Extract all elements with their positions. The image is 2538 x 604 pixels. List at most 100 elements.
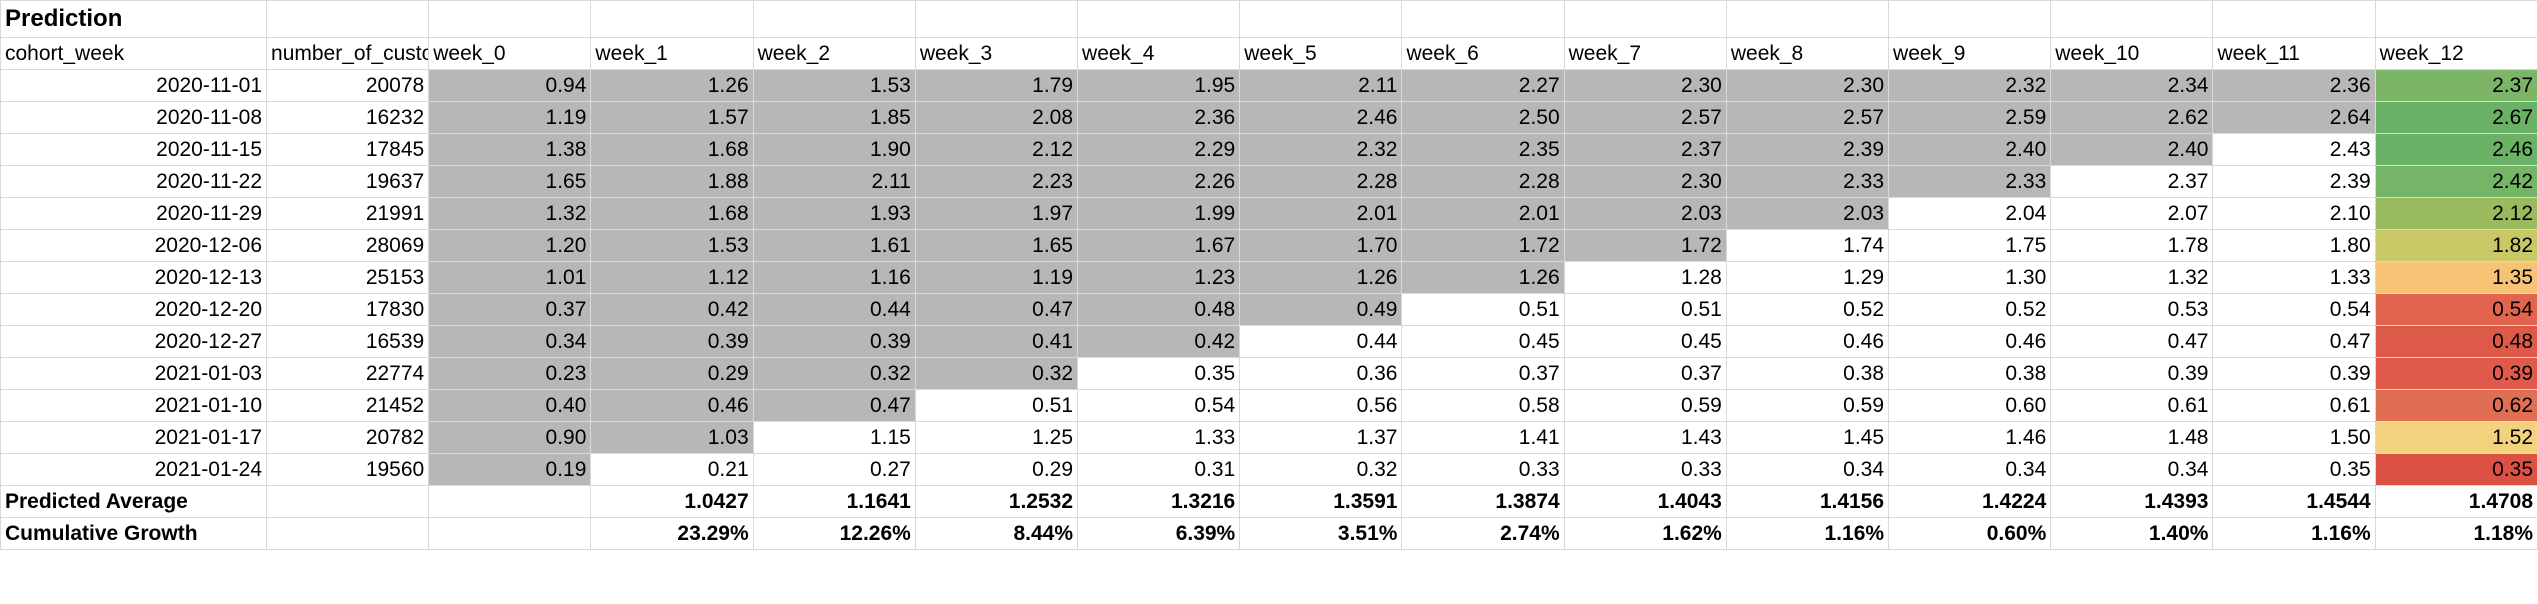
cohort-week-cell[interactable]: 2020-11-15	[0, 133, 268, 166]
empty-cell[interactable]	[2212, 0, 2376, 38]
week-value-cell[interactable]: 2.62	[2050, 101, 2214, 134]
week-value-cell[interactable]: 0.36	[1239, 357, 1403, 390]
week-value-cell[interactable]: 1.03	[590, 421, 754, 454]
customer-count-cell[interactable]: 17845	[266, 133, 430, 166]
cohort-week-cell[interactable]: 2020-11-29	[0, 197, 268, 230]
summary-value-cell[interactable]: 0.60%	[1888, 517, 2052, 550]
week-value-cell[interactable]: 2.07	[2050, 197, 2214, 230]
week-value-cell[interactable]: 1.72	[1401, 229, 1565, 262]
week-value-cell[interactable]: 1.82	[2374, 229, 2538, 262]
week-value-cell[interactable]: 1.01	[428, 261, 592, 294]
week-value-cell[interactable]: 0.51	[1563, 293, 1727, 326]
week-value-cell[interactable]: 1.97	[914, 197, 1079, 230]
week-value-cell[interactable]: 1.57	[590, 101, 754, 134]
empty-cell[interactable]	[914, 0, 1079, 38]
customer-count-cell[interactable]: 22774	[266, 357, 430, 390]
week-value-cell[interactable]: 0.29	[914, 453, 1079, 486]
empty-cell[interactable]	[1563, 0, 1727, 38]
empty-cell[interactable]	[2374, 0, 2538, 38]
week-value-cell[interactable]: 2.37	[2050, 165, 2214, 198]
week-value-cell[interactable]: 2.36	[2212, 69, 2376, 102]
week-value-cell[interactable]: 2.10	[2212, 197, 2376, 230]
week-value-cell[interactable]: 1.37	[1239, 421, 1403, 454]
week-value-cell[interactable]: 2.27	[1401, 69, 1565, 102]
week-value-cell[interactable]: 0.35	[1077, 357, 1241, 390]
customer-count-cell[interactable]: 16232	[266, 101, 430, 134]
summary-value-cell[interactable]: 2.74%	[1401, 517, 1565, 550]
customer-count-cell[interactable]: 16539	[266, 325, 430, 358]
week-value-cell[interactable]: 1.79	[914, 69, 1079, 102]
week-value-cell[interactable]: 0.51	[1401, 293, 1565, 326]
customer-count-cell[interactable]: 19560	[266, 453, 430, 486]
week-value-cell[interactable]: 2.37	[2374, 69, 2538, 102]
customer-count-cell[interactable]: 25153	[266, 261, 430, 294]
week-value-cell[interactable]: 0.61	[2050, 389, 2214, 422]
week-value-cell[interactable]: 0.39	[752, 325, 916, 358]
cohort-week-cell[interactable]: 2020-12-20	[0, 293, 268, 326]
week-value-cell[interactable]: 1.88	[590, 165, 754, 198]
week-value-cell[interactable]: 0.31	[1077, 453, 1241, 486]
week-value-cell[interactable]: 2.64	[2212, 101, 2376, 134]
column-header[interactable]: week_0	[428, 37, 592, 70]
column-header[interactable]: week_3	[914, 37, 1079, 70]
week-value-cell[interactable]: 0.47	[2050, 325, 2214, 358]
week-value-cell[interactable]: 1.68	[590, 133, 754, 166]
week-value-cell[interactable]: 0.90	[428, 421, 592, 454]
cohort-week-cell[interactable]: 2021-01-17	[0, 421, 268, 454]
week-value-cell[interactable]: 1.33	[1077, 421, 1241, 454]
week-value-cell[interactable]: 1.32	[2050, 261, 2214, 294]
summary-label[interactable]: Predicted Average	[0, 485, 268, 518]
cohort-week-cell[interactable]: 2020-12-13	[0, 261, 268, 294]
week-value-cell[interactable]: 2.46	[1239, 101, 1403, 134]
column-header[interactable]: cohort_week	[0, 37, 268, 70]
cohort-week-cell[interactable]: 2020-11-01	[0, 69, 268, 102]
week-value-cell[interactable]: 1.41	[1401, 421, 1565, 454]
week-value-cell[interactable]: 0.32	[752, 357, 916, 390]
week-value-cell[interactable]: 1.65	[914, 229, 1079, 262]
week-value-cell[interactable]: 0.32	[1239, 453, 1403, 486]
week-value-cell[interactable]: 0.47	[752, 389, 916, 422]
week-value-cell[interactable]: 1.38	[428, 133, 592, 166]
week-value-cell[interactable]: 0.44	[752, 293, 916, 326]
week-value-cell[interactable]: 2.57	[1725, 101, 1890, 134]
cohort-week-cell[interactable]: 2020-11-22	[0, 165, 268, 198]
week-value-cell[interactable]: 1.53	[590, 229, 754, 262]
column-header[interactable]: week_6	[1401, 37, 1565, 70]
week-value-cell[interactable]: 2.26	[1077, 165, 1241, 198]
week-value-cell[interactable]: 0.54	[1077, 389, 1241, 422]
empty-cell[interactable]	[1888, 0, 2052, 38]
week-value-cell[interactable]: 2.28	[1239, 165, 1403, 198]
week-value-cell[interactable]: 2.46	[2374, 133, 2538, 166]
week-value-cell[interactable]: 1.53	[752, 69, 916, 102]
week-value-cell[interactable]: 0.39	[2050, 357, 2214, 390]
week-value-cell[interactable]: 0.59	[1563, 389, 1727, 422]
summary-value-cell[interactable]: 23.29%	[590, 517, 754, 550]
empty-cell[interactable]	[1725, 0, 1890, 38]
week-value-cell[interactable]: 0.37	[1563, 357, 1727, 390]
week-value-cell[interactable]: 0.41	[914, 325, 1079, 358]
summary-value-cell[interactable]: 1.3874	[1401, 485, 1565, 518]
week-value-cell[interactable]: 0.60	[1888, 389, 2052, 422]
week-value-cell[interactable]: 0.34	[2050, 453, 2214, 486]
customer-count-cell[interactable]: 21452	[266, 389, 430, 422]
week-value-cell[interactable]: 0.35	[2374, 453, 2538, 486]
week-value-cell[interactable]: 0.47	[914, 293, 1079, 326]
week-value-cell[interactable]: 1.46	[1888, 421, 2052, 454]
column-header[interactable]: week_1	[590, 37, 754, 70]
week-value-cell[interactable]: 1.15	[752, 421, 916, 454]
cohort-week-cell[interactable]: 2021-01-03	[0, 357, 268, 390]
week-value-cell[interactable]: 1.99	[1077, 197, 1241, 230]
week-value-cell[interactable]: 2.67	[2374, 101, 2538, 134]
week-value-cell[interactable]: 1.65	[428, 165, 592, 198]
week-value-cell[interactable]: 2.04	[1888, 197, 2052, 230]
summary-value-cell[interactable]: 1.4544	[2212, 485, 2376, 518]
summary-value-cell[interactable]: 1.62%	[1563, 517, 1727, 550]
empty-cell[interactable]	[266, 485, 430, 518]
week-value-cell[interactable]: 0.54	[2212, 293, 2376, 326]
week-value-cell[interactable]: 1.25	[914, 421, 1079, 454]
week-value-cell[interactable]: 0.48	[1077, 293, 1241, 326]
customer-count-cell[interactable]: 21991	[266, 197, 430, 230]
week-value-cell[interactable]: 2.59	[1888, 101, 2052, 134]
week-value-cell[interactable]: 1.30	[1888, 261, 2052, 294]
week-value-cell[interactable]: 0.23	[428, 357, 592, 390]
